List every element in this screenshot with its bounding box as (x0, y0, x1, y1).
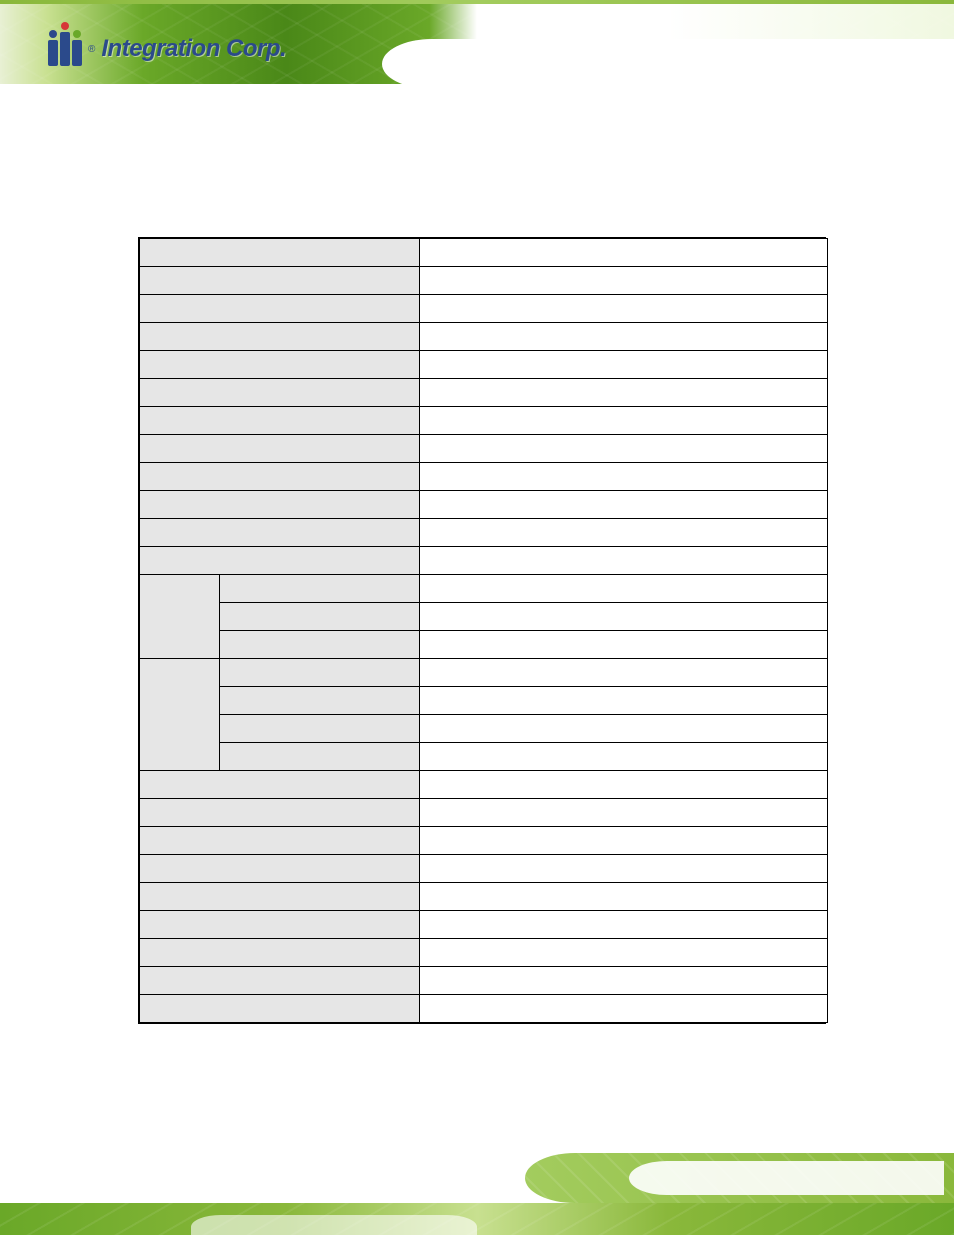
table-row (140, 799, 828, 827)
spec-label (140, 463, 420, 491)
table-row (140, 267, 828, 295)
table-row (140, 911, 828, 939)
spec-value (420, 295, 828, 323)
spec-label (140, 323, 420, 351)
footer-band (0, 1203, 954, 1235)
spec-label (140, 799, 420, 827)
spec-value (420, 659, 828, 687)
spec-label (140, 967, 420, 995)
spec-label (140, 351, 420, 379)
table-row (140, 967, 828, 995)
spec-value (420, 435, 828, 463)
spec-group-label (140, 575, 220, 659)
spec-sub-label (220, 715, 420, 743)
spec-group-label (140, 659, 220, 771)
spec-label (140, 771, 420, 799)
page-header: ® Integration Corp. (0, 0, 954, 85)
table-row (140, 603, 828, 631)
table-row (140, 715, 828, 743)
footer-swoop-inner (629, 1161, 944, 1195)
table-row (140, 575, 828, 603)
spec-value (420, 967, 828, 995)
logo-text: Integration Corp. (101, 35, 286, 63)
table-row (140, 463, 828, 491)
spec-label (140, 883, 420, 911)
spec-label (140, 379, 420, 407)
spec-label (140, 939, 420, 967)
table-row (140, 295, 828, 323)
table-row (140, 323, 828, 351)
table-row (140, 771, 828, 799)
table-row (140, 883, 828, 911)
table-row (140, 659, 828, 687)
spec-value (420, 995, 828, 1023)
spec-value (420, 603, 828, 631)
spec-label (140, 491, 420, 519)
spec-label (140, 267, 420, 295)
table-row (140, 351, 828, 379)
spec-value (420, 771, 828, 799)
spec-value (420, 491, 828, 519)
spec-value (420, 239, 828, 267)
table-row (140, 631, 828, 659)
spec-value (420, 855, 828, 883)
spec-value (420, 351, 828, 379)
spec-value (420, 407, 828, 435)
spec-value (420, 519, 828, 547)
spec-label (140, 547, 420, 575)
spec-value (420, 547, 828, 575)
table-row (140, 547, 828, 575)
table-row (140, 687, 828, 715)
spec-value (420, 827, 828, 855)
spec-sub-label (220, 743, 420, 771)
footer-white-curve (191, 1215, 477, 1235)
spec-label (140, 855, 420, 883)
table-row (140, 855, 828, 883)
spec-value (420, 323, 828, 351)
spec-value (420, 743, 828, 771)
header-white-swoop (382, 39, 954, 89)
spec-label (140, 435, 420, 463)
table-row (140, 379, 828, 407)
spec-value (420, 883, 828, 911)
spec-value (420, 379, 828, 407)
spec-value (420, 939, 828, 967)
spec-value (420, 267, 828, 295)
spec-value (420, 575, 828, 603)
spec-label (140, 827, 420, 855)
spec-sub-label (220, 631, 420, 659)
table-row (140, 939, 828, 967)
spec-label (140, 295, 420, 323)
spec-label (140, 239, 420, 267)
page-footer (0, 1150, 954, 1235)
spec-label (140, 911, 420, 939)
spec-value (420, 799, 828, 827)
table-row (140, 239, 828, 267)
table-row (140, 827, 828, 855)
table-row (140, 743, 828, 771)
header-banner: ® Integration Corp. (0, 4, 954, 84)
table-row (140, 491, 828, 519)
spec-sub-label (220, 659, 420, 687)
table-row (140, 519, 828, 547)
spec-value (420, 911, 828, 939)
table-row (140, 407, 828, 435)
spec-table (139, 238, 828, 1023)
table-row (140, 995, 828, 1023)
table-row (140, 435, 828, 463)
spec-value (420, 631, 828, 659)
spec-label (140, 407, 420, 435)
spec-table-container (138, 237, 826, 1024)
spec-label (140, 995, 420, 1023)
spec-sub-label (220, 687, 420, 715)
spec-value (420, 687, 828, 715)
spec-value (420, 463, 828, 491)
brand-logo: ® Integration Corp. (48, 32, 286, 66)
logo-registered: ® (88, 44, 95, 55)
spec-sub-label (220, 575, 420, 603)
logo-mark-icon (48, 32, 82, 66)
spec-value (420, 715, 828, 743)
spec-label (140, 519, 420, 547)
spec-sub-label (220, 603, 420, 631)
